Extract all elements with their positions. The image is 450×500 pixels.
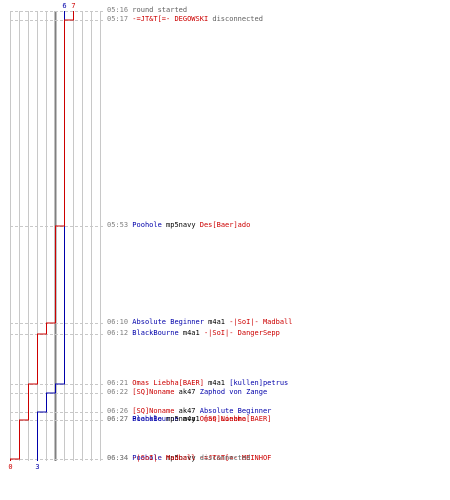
event-text: disconnected [195,454,251,462]
weapon-name: mp5navy [161,415,200,423]
event-text: disconnected [208,15,263,23]
event-text: round started [132,6,188,14]
weapon-name: m4a1 [203,379,230,387]
blue-player-name: Poohole [132,415,162,423]
blue-player-name: Absolute Beginner [132,318,204,326]
blue-start-count: 6 [62,2,66,10]
blue-team-line [37,11,65,461]
event-time: 06:27 [107,415,133,423]
weapon-name: ak47 [174,388,200,396]
blue-player-name: BlackBourne [132,415,179,423]
event-row: 05:16 round started [107,6,187,14]
event-time: 06:12 [107,329,133,337]
red-player-name: Omas Liebha[BAER] [199,415,272,423]
red-player-name: -|SoI|- DangerSepp [203,329,280,337]
event-time: 06:26 [107,407,133,415]
event-time: 05:53 [107,221,133,229]
event-time: 05:17 [107,15,133,23]
event-time: 06:22 [107,388,133,396]
weapon-name: mp5navy [161,221,200,229]
red-player-name: -=JT&T[=- DEGOWSKI [132,15,209,23]
red-player-name: Des[Baer]ado [199,221,251,229]
red-team-line [10,11,74,461]
blue-player-name: Poohole [132,454,162,462]
blue-player-name: Zaphod von Zange [199,388,268,396]
weapon-name: m4a1 [178,329,204,337]
event-row: 06:22 [SQ]Noname ak47 Zaphod von Zange [107,388,267,396]
event-row: 06:27 Poohole mp5navy Omas Liebha[BAER] [107,415,271,423]
red-player-name: -|SoI|- Madball [229,318,293,326]
weapon-name: m4a1 [203,318,230,326]
blue-player-name: Poohole [132,221,162,229]
event-time: 06:27 [107,415,133,423]
event-time: 06:34 [107,454,133,462]
red-end-count: 0 [8,463,12,471]
event-time: 06:21 [107,379,133,387]
blue-player-name: Absolute Beginner [199,407,272,415]
red-player-name: [SQ]Noname [203,415,247,423]
blue-end-count: 3 [35,463,39,471]
red-player-name: [SQ]Noname [132,407,175,415]
event-time: 05:16 [107,6,133,14]
event-row: 06:34 -|SoI|- Madball disconnected [107,454,250,462]
red-player-name: Omas Liebha[BAER] [132,379,204,387]
blue-player-name: [kullen]petrus [229,379,289,387]
weapon-name: m4a1 [178,415,204,423]
event-row: 06:10 Absolute Beginner m4a1 -|SoI|- Mad… [107,318,292,326]
event-row: 06:12 BlackBourne m4a1 -|SoI|- DangerSep… [107,329,280,337]
red-player-name: -|SoI|- Madball [132,454,196,462]
red-player-name: [SQ]Noname [132,388,175,396]
event-time: 06:10 [107,318,133,326]
event-row: 06:27 BlackBourne m4a1 [SQ]Noname [107,415,246,423]
event-row: 05:17 -=JT&T[=- DEGOWSKI disconnected [107,15,263,23]
weapon-name: ak47 [174,407,200,415]
event-row: 06:21 Omas Liebha[BAER] m4a1 [kullen]pet… [107,379,288,387]
event-time: 06:34 [107,454,133,462]
event-row: 05:53 Poohole mp5navy Des[Baer]ado [107,221,250,229]
red-player-name: -=JT&T[=- MEINHOF [199,454,272,462]
red-start-count: 7 [71,2,75,10]
event-row: 06:26 [SQ]Noname ak47 Absolute Beginner [107,407,271,415]
blue-player-name: BlackBourne [132,329,179,337]
event-row: 06:34 Poohole mp5navy -=JT&T[=- MEINHOF [107,454,271,462]
weapon-name: mp5navy [161,454,200,462]
